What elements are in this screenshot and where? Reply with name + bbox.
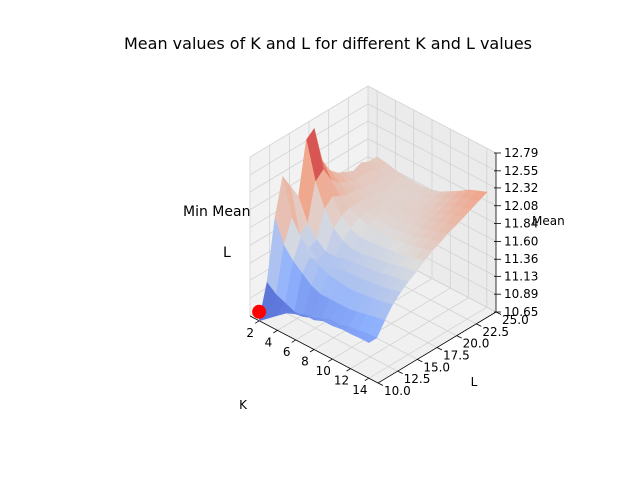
z-tick-label: 11.60	[504, 234, 538, 248]
y-tick-label: 10.0	[384, 384, 411, 398]
min-mean-marker	[252, 304, 267, 319]
y-tick-mark	[495, 311, 502, 315]
y-tick-mark	[417, 358, 423, 363]
y-tick-label: 20.0	[463, 337, 490, 351]
x-tick-mark	[273, 330, 278, 334]
y-tick-label: 12.5	[404, 372, 431, 386]
y-tick-label: 22.5	[482, 325, 509, 339]
z-tick-label: 11.84	[504, 217, 538, 231]
y-tick-mark	[476, 323, 482, 327]
z-tick-label: 12.79	[504, 146, 538, 160]
x-tick-mark	[364, 377, 370, 382]
annotation-fragment: L	[223, 245, 231, 261]
left-wall-grid-line	[249, 85, 369, 158]
chart-title: Mean values of K and L for different K a…	[124, 34, 532, 53]
y-tick-label: 25.0	[502, 313, 529, 327]
x-tick-label: 12	[334, 374, 349, 388]
min-mean-annotation: Min Mean	[183, 204, 250, 220]
back-wall-grid-line	[367, 85, 497, 154]
z-tick-label: 10.65	[504, 305, 538, 319]
y-tick-label: 17.5	[443, 349, 470, 363]
x-tick-label: 8	[301, 355, 309, 369]
z-tick-label: 12.55	[504, 164, 538, 178]
back-wall-grid-line	[367, 103, 497, 172]
z-tick-label: 11.13	[504, 269, 538, 283]
x-axis-label: K	[239, 398, 248, 412]
y-tick-label: 15.0	[423, 360, 450, 374]
back-wall-grid-line	[367, 120, 497, 189]
y-axis-label: L	[471, 375, 478, 389]
x-tick-mark	[254, 320, 260, 324]
x-tick-mark	[291, 339, 296, 343]
x-tick-mark	[328, 358, 333, 362]
x-tick-label: 4	[265, 335, 273, 349]
surface-patch	[359, 333, 378, 343]
z-axis-ticks: 10.65 10.89 11.13 11.36 11.60 11.84 12.08 12.32…	[494, 146, 538, 319]
x-tick-label: 14	[352, 383, 367, 397]
z-axis-label: Mean	[532, 214, 565, 228]
y-tick-mark	[436, 347, 443, 351]
surface-mesh	[258, 127, 488, 343]
x-tick-label: 2	[246, 326, 254, 340]
z-tick-label: 10.89	[504, 287, 538, 301]
floor-grid-line	[269, 303, 398, 372]
z-tick-label: 12.08	[504, 199, 538, 213]
x-tick-mark	[309, 349, 315, 353]
y-axis-ticks: 10.012.515.017.520.022.525.0	[377, 311, 529, 398]
z-tick-label: 12.32	[504, 181, 538, 195]
x-tick-label: 10	[316, 364, 331, 378]
x-tick-mark	[346, 368, 351, 372]
z-tick-label: 11.36	[504, 252, 538, 266]
y-tick-mark	[456, 335, 462, 339]
y-tick-mark	[377, 382, 384, 386]
y-tick-mark	[397, 370, 403, 375]
x-tick-label: 6	[283, 345, 291, 359]
